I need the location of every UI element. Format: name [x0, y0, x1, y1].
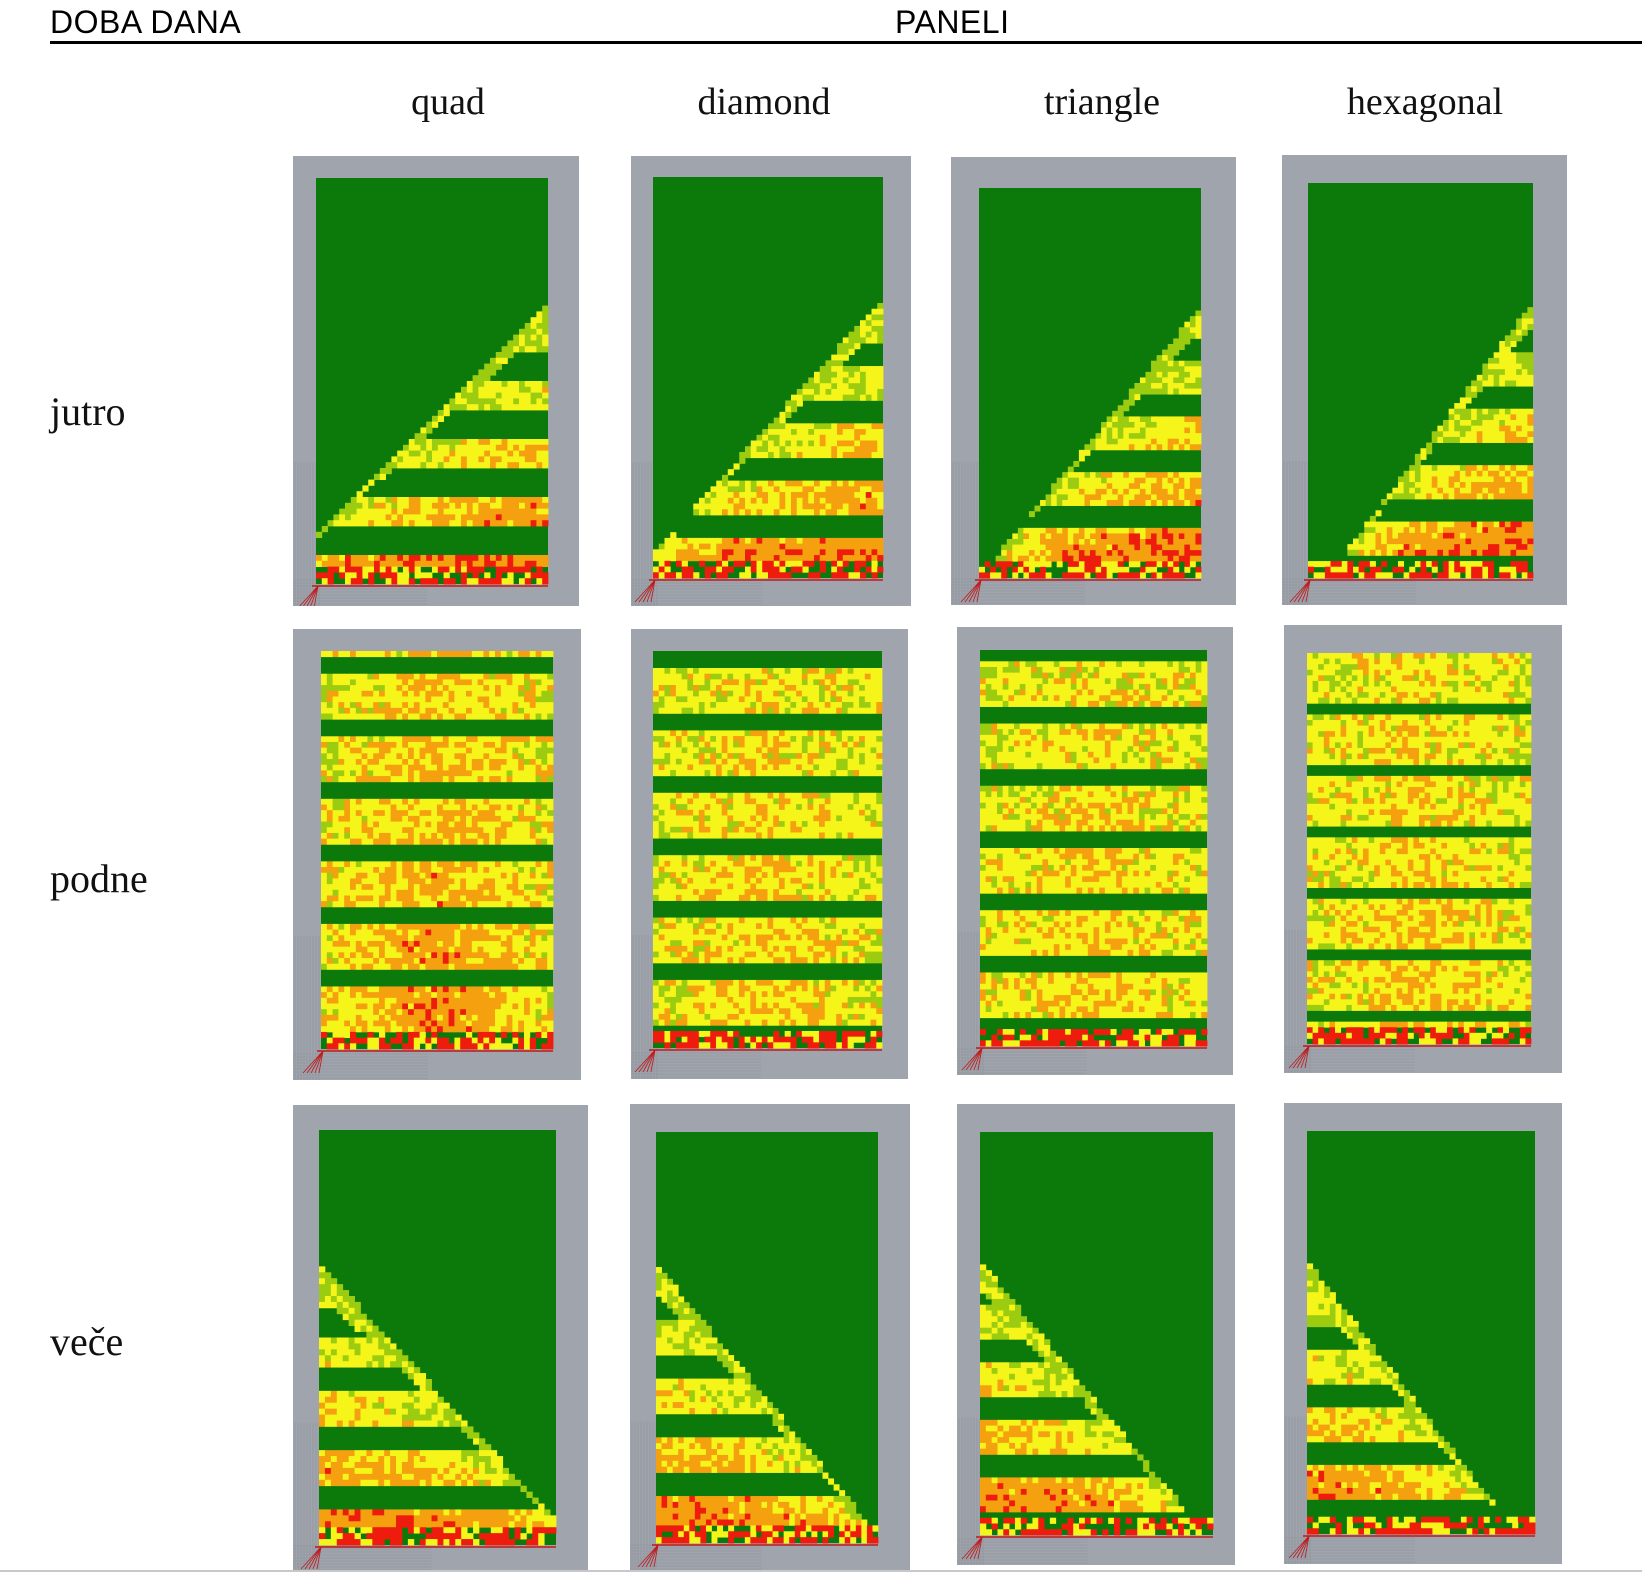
heat-map: [656, 1132, 879, 1544]
origin-axis: [960, 579, 1201, 603]
heat-map: [319, 1130, 557, 1546]
header-rule: [50, 41, 1642, 44]
origin-axis: [299, 585, 548, 606]
panel-vece-triangle: [957, 1104, 1235, 1565]
row-header-jutro: jutro: [50, 389, 126, 434]
header-left-label: DOBA DANA: [50, 4, 242, 40]
heat-map: [1308, 183, 1534, 579]
construction-grid: [293, 935, 429, 1080]
panel-jutro-hexagonal: [1282, 155, 1567, 605]
header-center-label: PANELI: [895, 4, 1010, 40]
construction-grid: [951, 461, 1085, 605]
heat-map: [653, 177, 884, 579]
heat-map: [321, 651, 554, 1050]
column-header-quad: quad: [411, 81, 485, 123]
panel-jutro-quad: [293, 156, 579, 606]
panel-vece-diamond: [630, 1104, 910, 1571]
construction-grid: [1282, 461, 1416, 605]
panel-vece-hexagonal: [1284, 1103, 1562, 1564]
row-header-podne: podne: [50, 856, 148, 901]
column-header-hexagonal: hexagonal: [1346, 81, 1504, 123]
origin-axis: [634, 579, 883, 603]
heat-map: [979, 188, 1202, 579]
origin-axis: [961, 1536, 1213, 1560]
origin-axis: [302, 1050, 553, 1074]
origin-axis: [1288, 1535, 1535, 1559]
column-header-triangle: triangle: [1043, 81, 1161, 123]
heat-map: [980, 650, 1208, 1047]
origin-axis: [300, 1546, 556, 1570]
panel-jutro-triangle: [951, 157, 1236, 605]
panel-jutro-diamond: [631, 156, 911, 606]
heat-map: [316, 178, 549, 585]
panel-vece-quad: [293, 1105, 588, 1572]
origin-axis: [1289, 579, 1533, 603]
origin-axis: [1288, 1045, 1531, 1069]
heat-map: [980, 1132, 1214, 1536]
heat-map: [1307, 653, 1532, 1045]
heat-map: [653, 651, 883, 1049]
origin-axis: [637, 1544, 878, 1568]
panel-podne-quad: [293, 629, 581, 1080]
origin-axis: [634, 1049, 882, 1073]
panel-podne-hexagonal: [1284, 625, 1562, 1073]
row-header-vece: veče: [50, 1319, 124, 1364]
heat-map: [1307, 1131, 1536, 1535]
column-header-diamond: diamond: [697, 81, 831, 123]
panel-podne-diamond: [631, 629, 908, 1079]
origin-axis: [961, 1047, 1207, 1071]
page-bottom-rule: [0, 1570, 1642, 1572]
panel-podne-triangle: [957, 627, 1233, 1075]
